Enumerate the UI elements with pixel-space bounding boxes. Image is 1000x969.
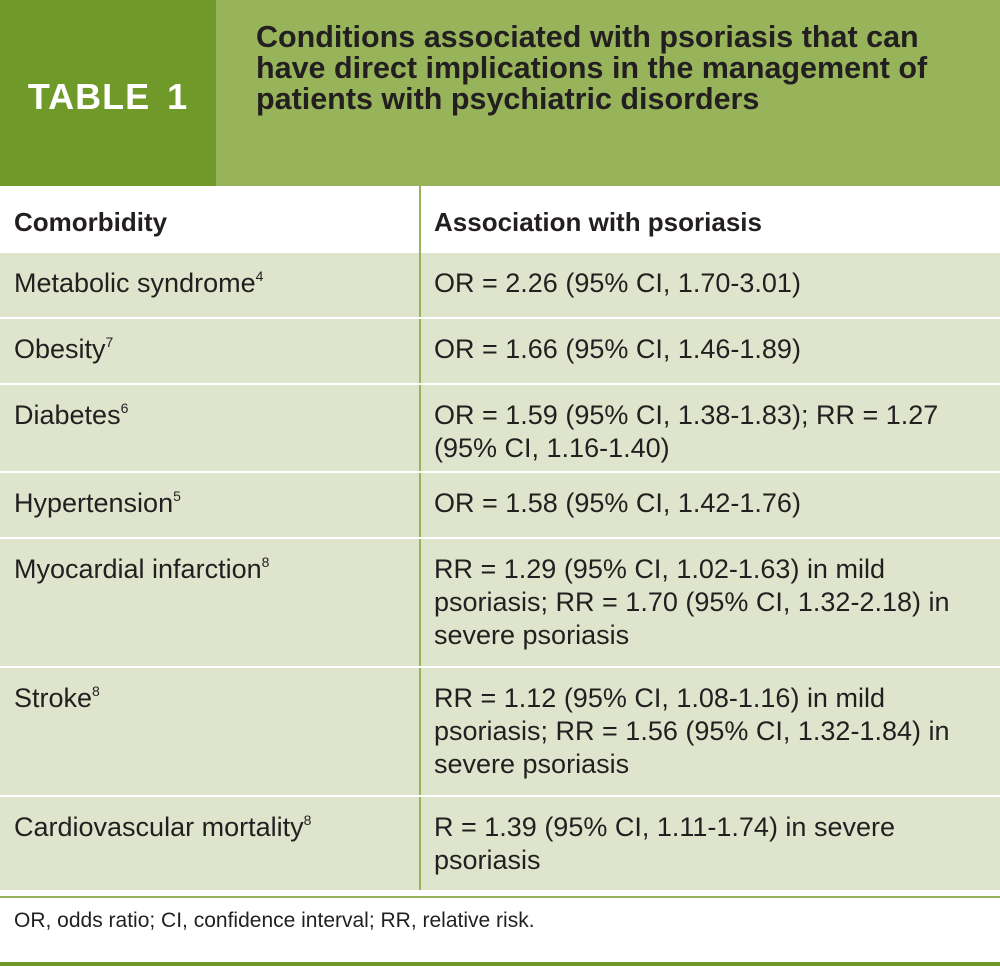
comorbidity-cell: Hypertension5: [0, 473, 421, 537]
association-cell: OR = 1.58 (95% CI, 1.42-1.76): [434, 488, 801, 518]
table-row: Hypertension5 OR = 1.58 (95% CI, 1.42-1.…: [0, 473, 1000, 539]
comorbidity-name: Myocardial infarction: [14, 554, 262, 584]
reference-number: 5: [173, 488, 181, 504]
table-row: Diabetes6 OR = 1.59 (95% CI, 1.38-1.83);…: [0, 385, 1000, 473]
reference-number: 8: [303, 812, 312, 828]
association-cell: OR = 2.26 (95% CI, 1.70-3.01): [434, 268, 801, 298]
comorbidity-name: Diabetes: [14, 400, 121, 430]
table-bottom-divider: [0, 896, 1000, 898]
reference-number: 6: [120, 400, 129, 416]
association-cell: RR = 1.29 (95% CI, 1.02-1.63) in mild ps…: [434, 554, 950, 650]
association-cell: R = 1.39 (95% CI, 1.11-1.74) in severe p…: [434, 812, 895, 875]
reference-number: 4: [255, 268, 264, 284]
column-header-association: Association with psoriasis: [434, 207, 762, 237]
comorbidity-name: Obesity: [14, 334, 106, 364]
table-footnote: OR, odds ratio; CI, confidence interval;…: [14, 909, 535, 932]
association-cell: OR = 1.59 (95% CI, 1.38-1.83); RR = 1.27…: [434, 400, 939, 463]
table-label-box: TABLE 1: [0, 0, 216, 186]
data-table: Comorbidity Association with psoriasis M…: [0, 186, 1000, 892]
comorbidity-cell: Stroke8: [0, 668, 421, 795]
table-row: Myocardial infarction8 RR = 1.29 (95% CI…: [0, 539, 1000, 668]
reference-number: 7: [105, 334, 114, 350]
comorbidity-name: Stroke: [14, 683, 93, 713]
column-header-row: Comorbidity Association with psoriasis: [0, 186, 1000, 253]
reference-number: 8: [92, 683, 100, 699]
end-divider: [0, 962, 1000, 966]
comorbidity-cell: Diabetes6: [0, 385, 421, 471]
table-row: Metabolic syndrome4 OR = 2.26 (95% CI, 1…: [0, 253, 1000, 319]
table-label: TABLE 1: [27, 76, 189, 117]
table-row: Cardiovascular mortality8 R = 1.39 (95% …: [0, 797, 1000, 892]
table-row: Obesity7 OR = 1.66 (95% CI, 1.46-1.89): [0, 319, 1000, 385]
table-header: TABLE 1 Conditions associated with psori…: [0, 0, 1000, 186]
table-title: Conditions associated with psoriasis tha…: [256, 20, 928, 116]
comorbidity-cell: Obesity7: [0, 319, 421, 383]
comorbidity-name: Metabolic syndrome: [14, 268, 256, 298]
comorbidity-cell: Metabolic syndrome4: [0, 253, 421, 317]
table-row: Stroke8 RR = 1.12 (95% CI, 1.08-1.16) in…: [0, 668, 1000, 797]
reference-number: 8: [261, 554, 270, 570]
association-cell: OR = 1.66 (95% CI, 1.46-1.89): [434, 334, 801, 364]
column-header-comorbidity: Comorbidity: [0, 186, 421, 253]
comorbidity-name: Hypertension: [14, 488, 174, 518]
table-title-box: Conditions associated with psoriasis tha…: [216, 0, 1000, 186]
association-cell: RR = 1.12 (95% CI, 1.08-1.16) in mild ps…: [434, 683, 950, 779]
comorbidity-name: Cardiovascular mortality: [14, 812, 304, 842]
comorbidity-cell: Cardiovascular mortality8: [0, 797, 421, 890]
comorbidity-cell: Myocardial infarction8: [0, 539, 421, 666]
